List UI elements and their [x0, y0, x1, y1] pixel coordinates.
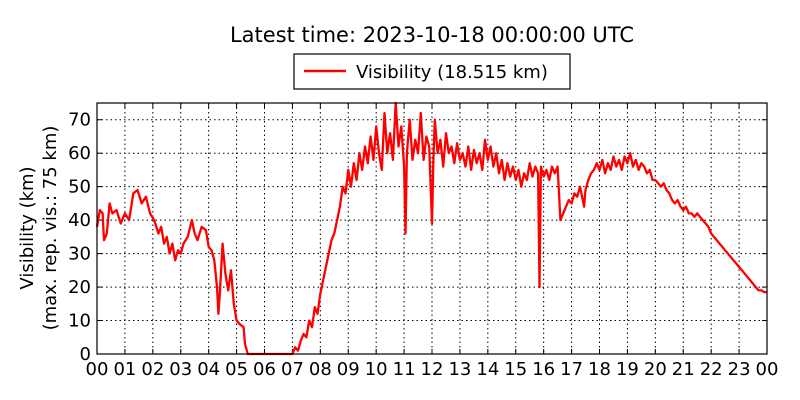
y-axis-label-line-2: (max. rep. vis.: 75 km) [40, 126, 61, 331]
plot-frame [96, 102, 768, 355]
x-tick-label: 13 [448, 359, 471, 380]
x-tick-label: 22 [700, 359, 723, 380]
x-tick-label: 17 [560, 359, 583, 380]
x-tick-label: 23 [728, 359, 751, 380]
legend: Visibility (18.515 km) [293, 53, 571, 90]
legend-series-label: Visibility (18.515 km) [356, 62, 548, 83]
y-tick-label: 60 [68, 143, 91, 164]
x-tick-label: 08 [309, 359, 332, 380]
x-tick-label: 09 [337, 359, 360, 380]
x-tick-label: 14 [476, 359, 499, 380]
x-tick-label: 21 [672, 359, 695, 380]
y-axis-ticks: 0 10 20 30 40 50 60 70 [68, 110, 767, 365]
x-tick-label: 05 [225, 359, 248, 380]
x-tick-label: 12 [421, 359, 444, 380]
x-tick-label: 20 [644, 359, 667, 380]
x-tick-label: 16 [532, 359, 555, 380]
x-tick-label: 03 [169, 359, 192, 380]
x-tick-label: 11 [393, 359, 416, 380]
x-tick-label: 01 [113, 359, 136, 380]
y-tick-label: 30 [68, 244, 91, 265]
x-tick-label: 04 [197, 359, 220, 380]
x-tick-label: 10 [365, 359, 388, 380]
chart-title: Latest time: 2023-10-18 00:00:00 UTC [230, 23, 634, 47]
grid [97, 103, 767, 354]
x-tick-label: 00 [756, 359, 779, 380]
x-tick-label: 15 [504, 359, 527, 380]
x-tick-label: 18 [588, 359, 611, 380]
y-axis-label-line-1: Visibility (km) [17, 166, 38, 289]
x-tick-label: 02 [141, 359, 164, 380]
y-tick-label: 0 [80, 344, 91, 365]
y-tick-label: 20 [68, 277, 91, 298]
x-axis-ticks: 00 01 02 03 04 05 06 07 08 09 10 11 12 13 14 15 16 17 18 19… [86, 103, 779, 380]
y-tick-label: 10 [68, 311, 91, 332]
y-tick-label: 40 [68, 210, 91, 231]
visibility-series-line [95, 101, 767, 356]
x-tick-label: 06 [253, 359, 276, 380]
x-tick-label: 19 [616, 359, 639, 380]
x-tick-label: 00 [86, 359, 109, 380]
y-tick-label: 70 [68, 110, 91, 131]
y-tick-label: 50 [68, 177, 91, 198]
x-tick-label: 07 [281, 359, 304, 380]
